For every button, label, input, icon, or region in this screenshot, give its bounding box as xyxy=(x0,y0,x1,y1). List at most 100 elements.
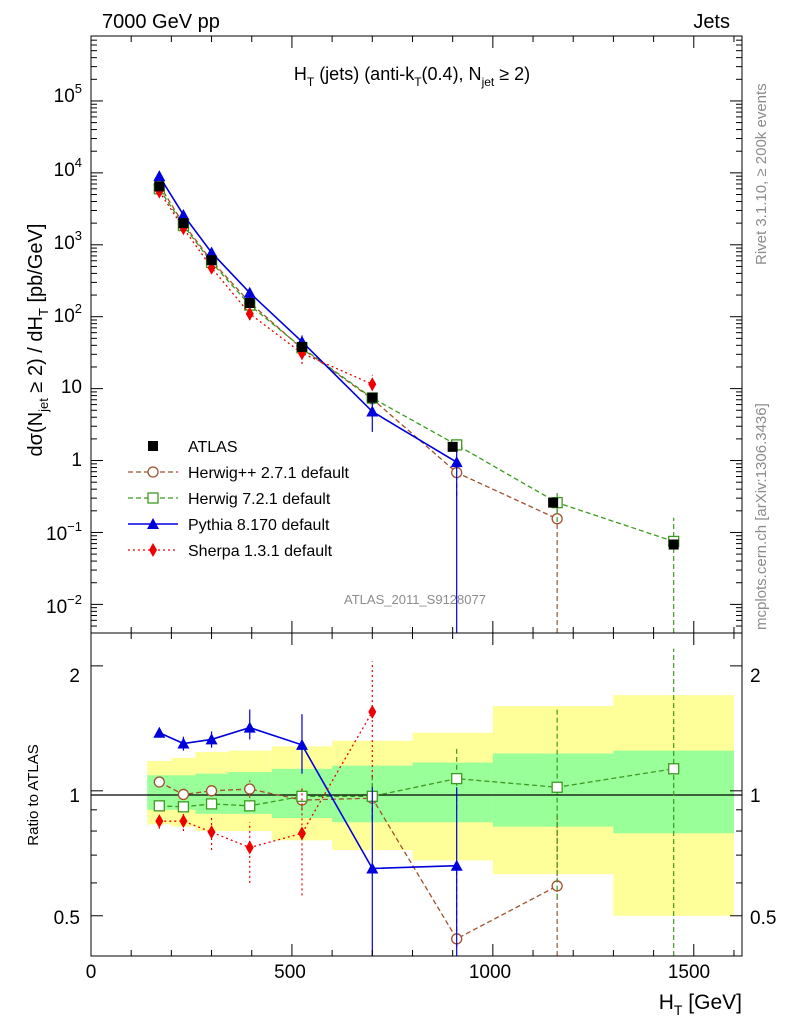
ratio-y-tick-label-2: 2 xyxy=(69,666,80,687)
ratio-point-herwigpp xyxy=(244,783,256,795)
legend-entry-herwig7: Herwig 7.2.1 default xyxy=(128,491,331,508)
main-line-herwig7 xyxy=(158,188,674,543)
legend-entry-pythia: Pythia 8.170 default xyxy=(128,517,330,534)
data-point-atlas xyxy=(548,497,559,508)
ratio-y-axis-label: Ratio to ATLAS xyxy=(25,744,42,845)
x-tick-label-500: 500 xyxy=(274,962,306,983)
main-data-layer xyxy=(154,181,679,550)
ratio-point-pythia xyxy=(295,738,308,750)
ratio-point-sherpa xyxy=(368,704,377,719)
ratio-line-sherpa xyxy=(159,711,373,849)
ratio-point-pythia xyxy=(450,859,463,871)
main-axis-ticks xyxy=(90,35,742,634)
ratio-y-tick-label-1: 1 xyxy=(69,786,80,807)
data-point-atlas xyxy=(447,441,458,452)
ratio-point-herwig7 xyxy=(205,798,218,810)
main-point-pythia xyxy=(153,170,166,182)
y-tick-label-1e-2: 10−2 xyxy=(46,592,82,618)
ratio-point-sherpa xyxy=(207,825,216,840)
ratio-line-herwigpp xyxy=(159,781,558,940)
main-point-sherpa xyxy=(245,306,254,321)
ratio-panel-frame xyxy=(90,632,743,957)
ratio-point-herwig7 xyxy=(668,763,680,775)
x-axis-label: HT [GeV] xyxy=(659,991,742,1018)
main-series-layer xyxy=(153,170,680,633)
main-point-pythia xyxy=(366,405,379,417)
main-line-sherpa xyxy=(158,191,373,385)
ratio-point-herwig7 xyxy=(551,781,563,793)
legend-label-pythia: Pythia 8.170 default xyxy=(188,517,330,534)
y-tick-label-1e2: 102 xyxy=(54,301,82,327)
legend-label-herwigpp: Herwig++ 2.7.1 default xyxy=(188,465,350,482)
ratio-point-pythia xyxy=(177,737,190,749)
legend-marker-sherpa xyxy=(149,543,157,557)
y-tick-label-1e4: 104 xyxy=(54,155,82,181)
main-panel: 105 104 103 102 10 1 10−1 10−2 dσ(Njet ≥… xyxy=(25,35,743,634)
main-panel-title: HT (jets) (anti-kT(0.4), Njet ≥ 2) xyxy=(294,64,530,89)
ratio-y-tick-label-right-2: 2 xyxy=(750,666,761,687)
y-tick-label-1e-1: 10−1 xyxy=(46,519,82,545)
ratio-axis-ticks xyxy=(90,633,742,957)
main-point-pythia xyxy=(243,286,256,298)
data-point-atlas xyxy=(244,298,255,309)
data-point-atlas xyxy=(668,539,679,550)
ratio-point-herwig7 xyxy=(296,790,308,802)
ratio-point-sherpa xyxy=(155,814,164,829)
ratio-point-herwig7 xyxy=(177,801,190,813)
y-tick-label-1e3: 103 xyxy=(54,228,82,254)
ratio-band-inner xyxy=(412,762,493,823)
main-point-pythia xyxy=(450,456,463,468)
x-tick-label-1500: 1500 xyxy=(668,962,710,983)
ratio-point-herwig7 xyxy=(244,800,256,812)
ratio-point-herwig7 xyxy=(451,772,463,785)
legend-label-herwig7: Herwig 7.2.1 default xyxy=(188,491,331,508)
x-tick-label-1000: 1000 xyxy=(469,962,511,983)
ratio-panel: 2 1 0.5 2 1 0.5 Ratio to ATLAS 0 500 100… xyxy=(25,632,776,1018)
y-tick-label-10: 10 xyxy=(61,377,82,398)
ratio-line-herwig7 xyxy=(159,768,674,808)
ratio-point-herwigpp xyxy=(177,788,190,801)
ratio-point-herwig7 xyxy=(153,800,165,812)
header-right: Jets xyxy=(693,11,730,33)
ratio-point-sherpa xyxy=(179,814,188,829)
legend-marker-herwig7 xyxy=(147,492,159,504)
data-point-atlas xyxy=(206,255,217,266)
main-y-axis-label: dσ(Njet ≥ 2) / dHT [pb/GeV] xyxy=(25,224,51,457)
legend-label-atlas: ATLAS xyxy=(188,439,238,456)
main-point-pythia xyxy=(205,246,218,258)
ratio-point-sherpa xyxy=(245,840,254,855)
ratio-point-pythia xyxy=(243,721,256,733)
analysis-tag: ATLAS_2011_S9128077 xyxy=(344,592,486,607)
legend-marker-pythia xyxy=(147,518,159,529)
main-point-sherpa xyxy=(368,377,377,392)
legend-entry-atlas: ATLAS xyxy=(148,439,238,456)
data-point-atlas xyxy=(178,218,189,229)
main-y-tick-labels: 105 104 103 102 10 1 10−1 10−2 xyxy=(46,81,82,618)
data-point-atlas xyxy=(296,341,307,352)
legend-entry-herwigpp: Herwig++ 2.7.1 default xyxy=(128,465,350,482)
ratio-point-pythia xyxy=(153,726,166,738)
ratio-point-sherpa xyxy=(297,826,306,841)
ratio-point-herwigpp xyxy=(205,785,218,797)
main-point-pythia xyxy=(177,208,190,220)
legend: ATLAS Herwig++ 2.7.1 default Herwig 7.2.… xyxy=(128,439,350,560)
mcplots-reference-text: mcplots.cern.ch [arXiv:1306.3436] xyxy=(753,403,770,630)
main-line-pythia xyxy=(158,175,458,463)
legend-entry-sherpa: Sherpa 1.3.1 default xyxy=(128,543,333,560)
legend-marker-herwigpp xyxy=(147,466,159,478)
ratio-point-herwigpp xyxy=(153,776,165,788)
x-tick-label-0: 0 xyxy=(86,962,97,983)
header-left: 7000 GeV pp xyxy=(102,11,220,33)
ratio-point-pythia xyxy=(205,733,218,745)
y-tick-label-1e5: 105 xyxy=(54,81,82,107)
ratio-point-pythia xyxy=(366,862,379,874)
ratio-series-layer xyxy=(153,648,680,956)
ratio-y-tick-label-0-5: 0.5 xyxy=(54,908,80,929)
rivet-version-text: Rivet 3.1.10, ≥ 200k events xyxy=(753,83,770,265)
y-tick-label-1: 1 xyxy=(71,450,82,471)
legend-marker-atlas xyxy=(148,441,158,451)
data-point-atlas xyxy=(367,392,378,403)
data-point-atlas xyxy=(154,181,165,192)
ratio-y-tick-label-right-1: 1 xyxy=(750,786,761,807)
